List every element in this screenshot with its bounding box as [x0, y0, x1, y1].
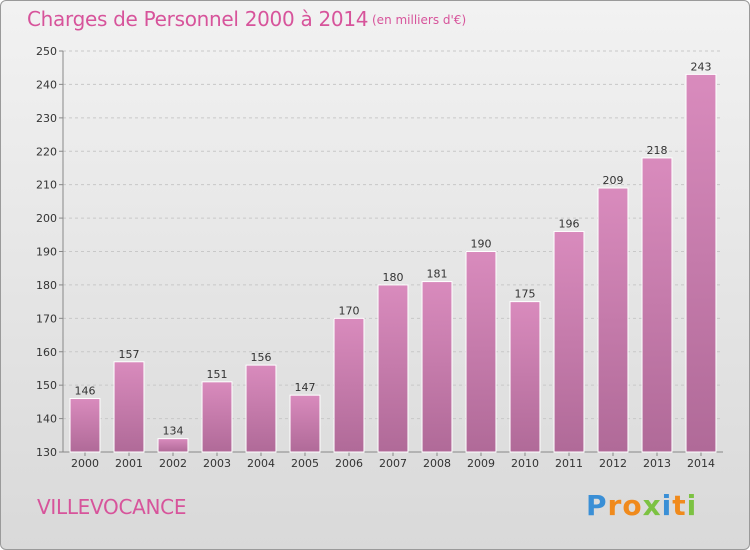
bar-2014 — [685, 73, 717, 453]
brand-letter: x — [642, 489, 662, 522]
data-label-2005: 147 — [295, 381, 316, 394]
y-tick-label: 210 — [36, 179, 57, 192]
y-tick-label: 150 — [36, 379, 57, 392]
data-label-2013: 218 — [647, 144, 668, 157]
brand-letter: i — [661, 489, 673, 522]
brand-letter: i — [686, 489, 698, 522]
brand-letter: r — [607, 489, 623, 522]
data-label-2000: 146 — [75, 385, 96, 398]
x-tick-label: 2007 — [379, 457, 407, 470]
bar-2008 — [421, 281, 453, 453]
bar-2006 — [333, 317, 365, 453]
y-tick-label: 200 — [36, 212, 57, 225]
data-label-2002: 134 — [163, 425, 184, 438]
bars — [69, 73, 717, 453]
x-tick-label: 2013 — [643, 457, 671, 470]
data-label-2007: 180 — [383, 271, 404, 284]
data-label-2006: 170 — [339, 304, 360, 317]
y-tick-label: 230 — [36, 112, 57, 125]
x-tick-label: 2012 — [599, 457, 627, 470]
data-label-2010: 175 — [515, 288, 536, 301]
brand-letter: P — [586, 489, 608, 522]
x-tick-label: 2004 — [247, 457, 275, 470]
brand-letter: o — [622, 489, 643, 522]
bar-2002 — [157, 438, 189, 453]
y-tick-label: 190 — [36, 246, 57, 259]
data-label-2001: 157 — [119, 348, 140, 361]
x-tick-label: 2005 — [291, 457, 319, 470]
y-tick-label: 240 — [36, 78, 57, 91]
data-label-2004: 156 — [251, 351, 272, 364]
y-tick-label: 130 — [36, 446, 57, 459]
data-label-2009: 190 — [471, 238, 492, 251]
x-tick-label: 2002 — [159, 457, 187, 470]
x-tick-label: 2003 — [203, 457, 231, 470]
data-label-2014: 243 — [691, 60, 712, 73]
data-label-2011: 196 — [559, 217, 580, 230]
bar-2000 — [69, 398, 101, 453]
y-tick-label: 220 — [36, 145, 57, 158]
y-tick-label: 180 — [36, 279, 57, 292]
chart-title: Charges de Personnel 2000 à 2014 — [27, 7, 369, 31]
bar-2011 — [553, 230, 585, 453]
bar-2003 — [201, 381, 233, 453]
x-tick-label: 2009 — [467, 457, 495, 470]
y-tick-label: 170 — [36, 312, 57, 325]
x-tick-label: 2006 — [335, 457, 363, 470]
bar-2005 — [289, 394, 321, 453]
bar-2001 — [113, 361, 145, 453]
data-label-2012: 209 — [603, 174, 624, 187]
brand-letter: t — [672, 489, 687, 522]
chart-subtitle: (en milliers d'€) — [372, 13, 467, 27]
x-tick-label: 2000 — [71, 457, 99, 470]
bar-2012 — [597, 187, 629, 453]
commune-name: VILLEVOCANCE — [37, 495, 187, 519]
bar-2009 — [465, 251, 497, 453]
x-tick-label: 2010 — [511, 457, 539, 470]
y-tick-label: 140 — [36, 413, 57, 426]
y-tick-label: 250 — [36, 45, 57, 58]
bar-2004 — [245, 364, 277, 453]
bar-2013 — [641, 157, 673, 453]
x-tick-label: 2008 — [423, 457, 451, 470]
x-tick-label: 2011 — [555, 457, 583, 470]
bar-2010 — [509, 301, 541, 453]
bar-2007 — [377, 284, 409, 453]
data-label-2008: 181 — [427, 268, 448, 281]
data-label-2003: 151 — [207, 368, 228, 381]
labels: 146 157 134 151 156 147 170 180 181 190 175 196 209 2… — [75, 60, 712, 437]
x-tick-label: 2001 — [115, 457, 143, 470]
brand-logo: Proxiti — [586, 489, 697, 522]
y-tick-label: 160 — [36, 346, 57, 359]
x-tick-label: 2014 — [687, 457, 715, 470]
